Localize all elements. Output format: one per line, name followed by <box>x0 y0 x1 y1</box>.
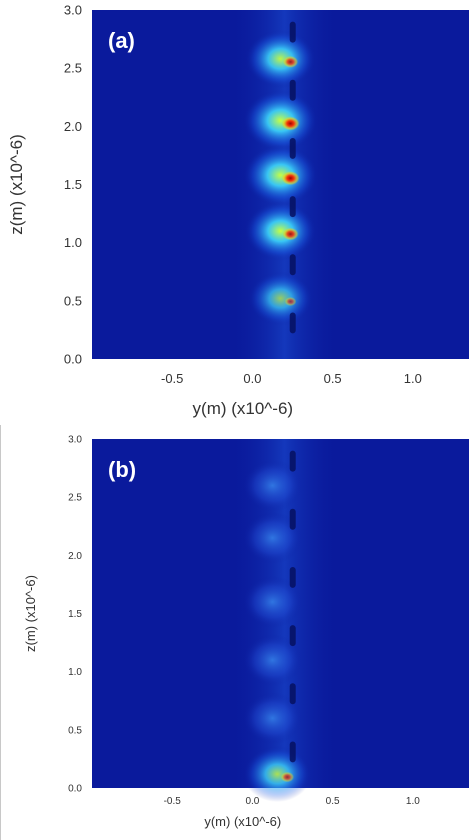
hotspot-glow-4 <box>242 692 303 745</box>
y-tick-label: 3.0 <box>68 435 82 446</box>
hotspot-core-0 <box>282 55 299 68</box>
structure-slot <box>289 21 296 43</box>
x-tick-label: 0.5 <box>326 796 340 807</box>
hotspots-group <box>242 459 312 803</box>
y-axis-title: z(m) (x10^-6) <box>7 134 26 235</box>
structure-slot <box>289 508 296 530</box>
y-tick-label: 0.0 <box>68 784 82 795</box>
hotspot-core-1 <box>281 116 300 131</box>
structure-slot <box>289 741 296 763</box>
x-tick-label: 1.0 <box>406 796 420 807</box>
structure-slot <box>289 625 296 647</box>
x-tick-label: -0.5 <box>164 796 182 807</box>
hotspot-glow-3 <box>244 201 317 261</box>
structure-group <box>289 450 296 763</box>
y-tick-label: 0.5 <box>68 725 82 736</box>
panel-label-a: (a) <box>108 28 135 53</box>
hotspot-glow-0 <box>242 459 303 512</box>
y-tick-label: 2.5 <box>68 493 82 504</box>
y-tick-labels: 0.0 0.5 1.0 1.5 2.0 2.5 3.0 <box>68 435 82 795</box>
hotspot-glow-1 <box>242 511 303 564</box>
structure-slot <box>289 137 296 159</box>
y-tick-label: 2.0 <box>68 551 82 562</box>
hotspot-glow-0 <box>245 29 316 88</box>
hotspot-glow-2 <box>242 575 303 628</box>
hotspots-group <box>243 29 318 326</box>
heatmap-panel-b: -0.5 0.0 0.5 1.0 0.0 0.5 1.0 1.5 2.0 2.5 3.0 y(m)… <box>23 435 469 829</box>
y-tick-label: 0.5 <box>64 293 82 308</box>
hotspot-core-3 <box>282 227 299 241</box>
structure-slot <box>289 683 296 705</box>
x-tick-label: 1.0 <box>404 371 422 386</box>
hotspot-glow-2 <box>243 144 318 206</box>
y-tick-label: 1.5 <box>64 177 82 192</box>
hotspot-glow-3 <box>242 634 303 687</box>
y-tick-label: 0.0 <box>64 352 82 367</box>
structure-slot <box>289 566 296 588</box>
hotspot-glow-1 <box>243 89 318 152</box>
hotspot-core-5 <box>280 771 295 783</box>
panel-label-b: (b) <box>108 457 136 482</box>
x-tick-label: 0.0 <box>245 796 259 807</box>
y-tick-label: 2.5 <box>64 61 82 76</box>
hotspot-core-4 <box>284 296 297 307</box>
y-tick-labels: 0.0 0.5 1.0 1.5 2.0 2.5 3.0 <box>64 3 82 367</box>
x-axis-title: y(m) (x10^-6) <box>204 814 281 829</box>
y-tick-label: 1.5 <box>68 609 82 620</box>
hotspot-core-2 <box>281 171 300 186</box>
structure-slot <box>289 312 296 334</box>
x-tick-labels: -0.5 0.0 0.5 1.0 <box>164 796 421 807</box>
x-tick-labels: -0.5 0.0 0.5 1.0 <box>161 371 422 386</box>
structure-group <box>289 21 296 334</box>
heatmap-panel-a: -0.5 0.0 0.5 1.0 0.0 0.5 1.0 1.5 2.0 2.5 3.0 y(m)… <box>7 3 469 418</box>
x-tick-label: 0.0 <box>243 371 261 386</box>
hotspot-glow-4 <box>247 271 314 326</box>
x-tick-label: -0.5 <box>161 371 183 386</box>
structure-slot <box>289 254 296 276</box>
y-axis-title: z(m) (x10^-6) <box>23 575 38 652</box>
x-axis-title: y(m) (x10^-6) <box>193 399 294 418</box>
structure-slot <box>289 196 296 218</box>
structure-slot <box>289 450 296 472</box>
x-tick-label: 0.5 <box>324 371 342 386</box>
y-tick-label: 1.0 <box>64 235 82 250</box>
structure-slot <box>289 79 296 101</box>
y-tick-label: 2.0 <box>64 119 82 134</box>
y-tick-label: 1.0 <box>68 667 82 678</box>
hotspot-glow-5 <box>243 746 312 803</box>
y-tick-label: 3.0 <box>64 3 82 18</box>
